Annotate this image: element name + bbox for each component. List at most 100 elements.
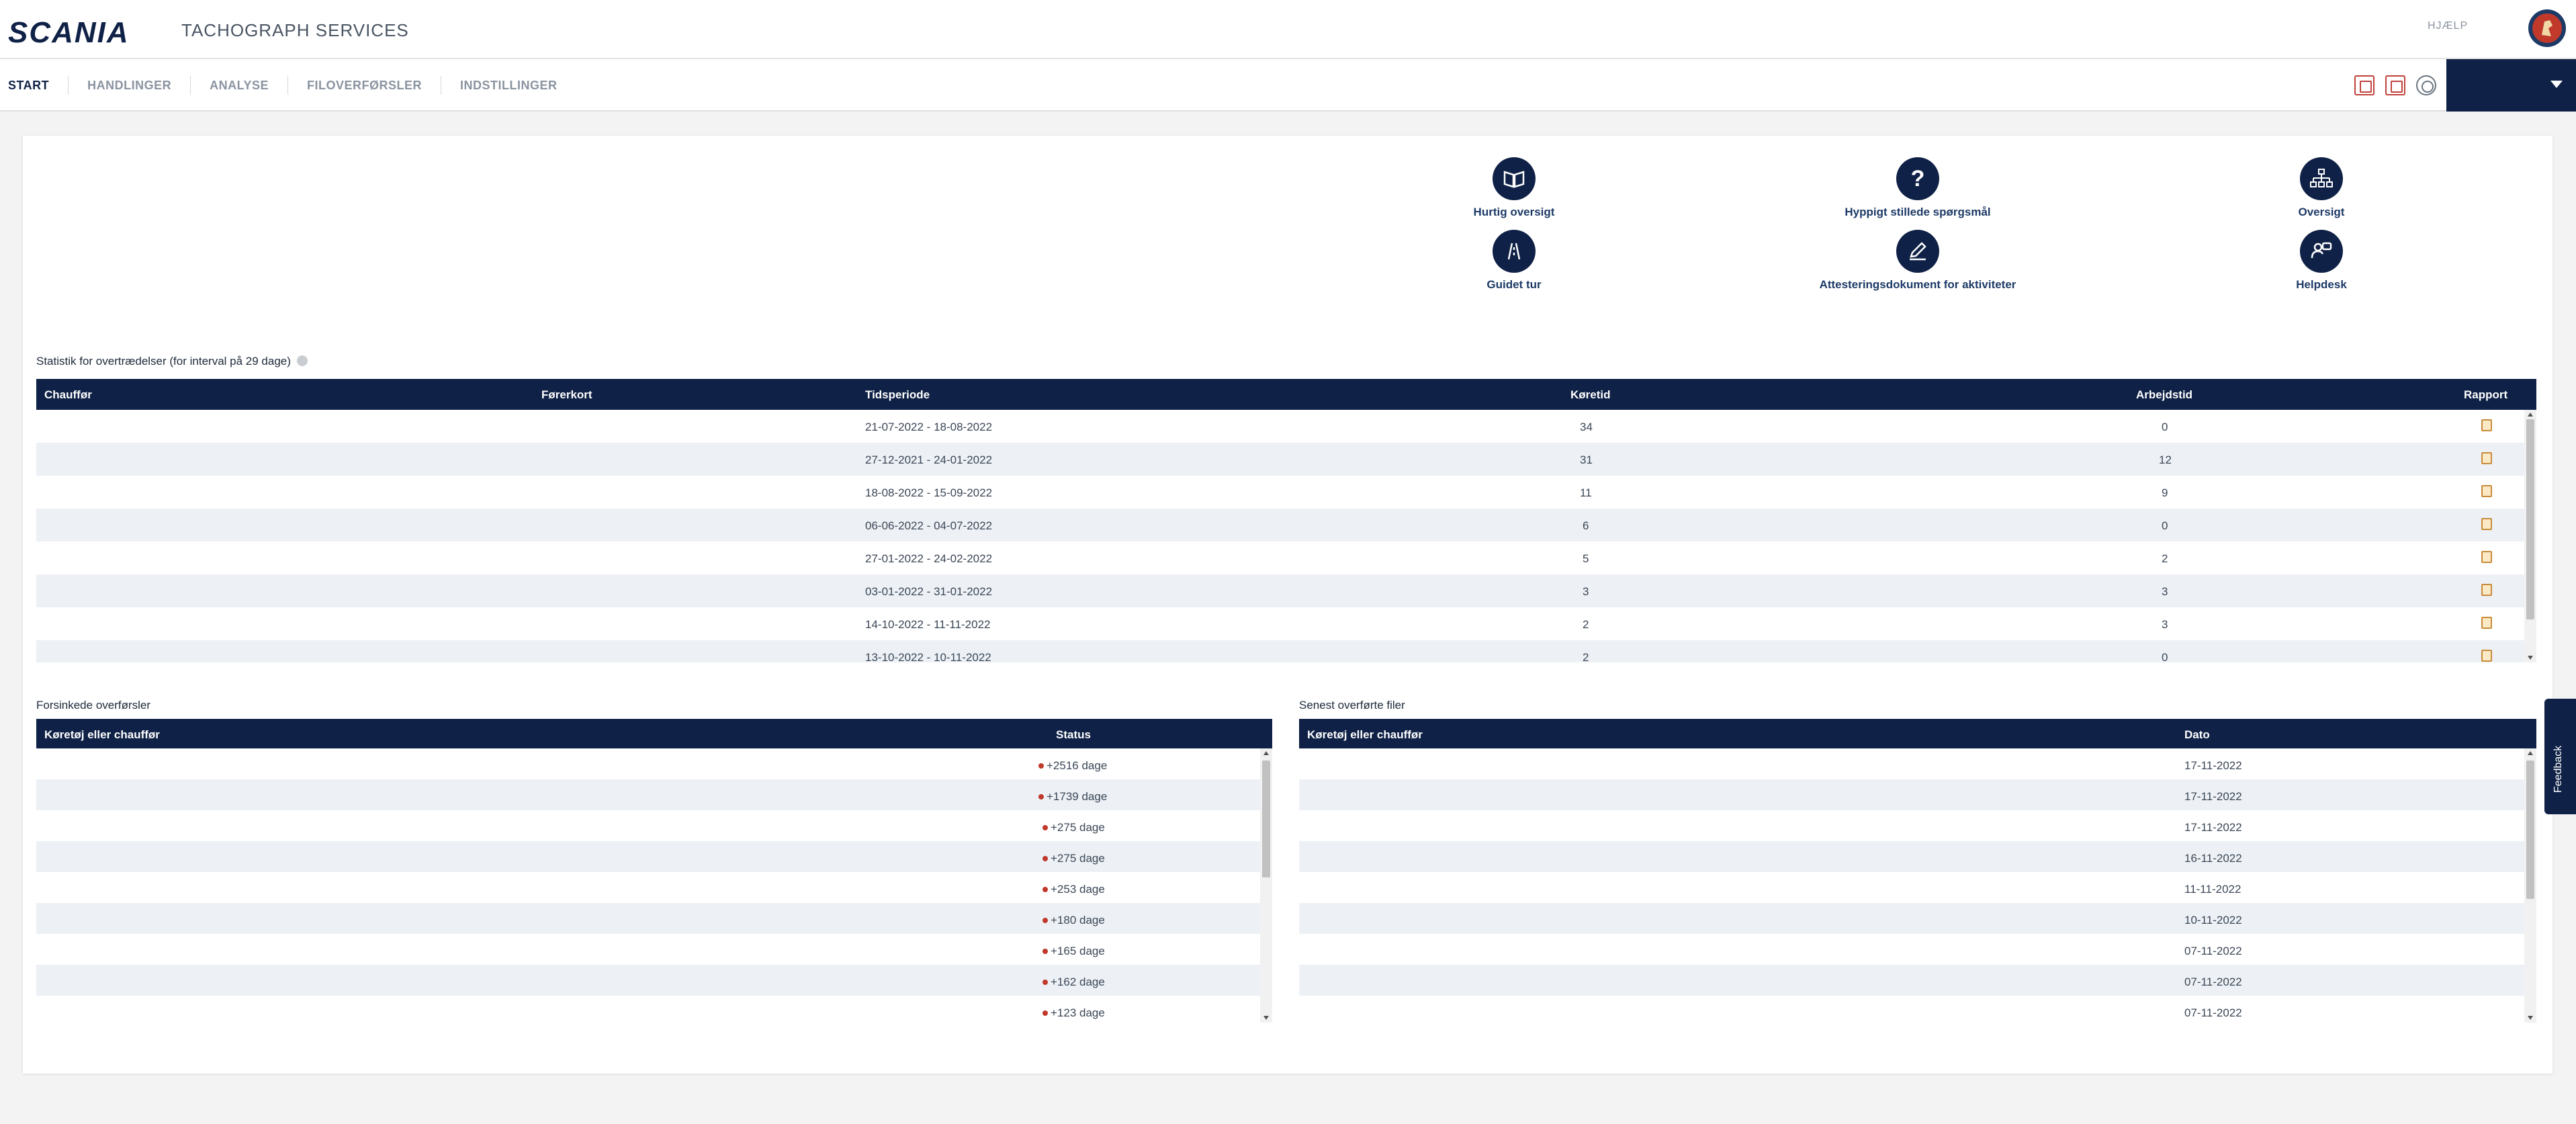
table-row[interactable]: +275 dage [36, 841, 1272, 872]
table-row[interactable]: 21-07-2022 - 18-08-2022 34 0 [36, 410, 2536, 443]
quick-action-helpdesk[interactable]: Helpdesk [2201, 230, 2442, 292]
tab-start[interactable]: START [8, 79, 50, 92]
report-icon[interactable] [2481, 551, 2492, 563]
scroll-up-icon[interactable] [2528, 413, 2533, 417]
table-row[interactable]: +162 dage [36, 965, 1272, 996]
table-row[interactable]: 17-11-2022 [1299, 810, 2536, 841]
table-row[interactable]: 10-11-2022 [1299, 903, 2536, 934]
period-cell: 27-01-2022 - 24-02-2022 [865, 552, 993, 565]
quick-action-label: Guidet tur [1486, 278, 1542, 291]
user-menu-dropdown[interactable] [2446, 59, 2576, 112]
scroll-down-icon[interactable] [1263, 1016, 1269, 1020]
table-row[interactable]: 06-06-2022 - 04-07-2022 6 0 [36, 509, 2536, 542]
calendar-icon[interactable] [2385, 75, 2405, 95]
report-icon[interactable] [2354, 75, 2374, 95]
col-header-forerkort[interactable]: Førerkort [541, 388, 592, 401]
table-row[interactable]: 27-12-2021 - 24-01-2022 31 12 [36, 443, 2536, 476]
status-text: +275 dage [1051, 821, 1105, 834]
table-row[interactable]: 27-01-2022 - 24-02-2022 5 2 [36, 542, 2536, 574]
tab-handlinger[interactable]: HANDLINGER [68, 76, 190, 95]
table-row[interactable]: +275 dage [36, 810, 1272, 841]
status-cell: +2516 dage [1038, 759, 1107, 773]
scroll-up-icon[interactable] [2528, 751, 2533, 755]
alert-dot-icon [1042, 856, 1048, 861]
main-nav: START HANDLINGER ANALYSE FILOVERFØRSLER … [0, 59, 2576, 112]
report-icon[interactable] [2481, 518, 2492, 530]
quick-action-attestering[interactable]: Attesteringsdokument for aktiviteter [1797, 230, 2039, 292]
report-icon[interactable] [2481, 485, 2492, 497]
quick-action-oversigt[interactable]: Oversigt [2201, 157, 2442, 219]
report-icon[interactable] [2481, 452, 2492, 464]
scroll-down-icon[interactable] [2528, 656, 2533, 660]
tab-analyse[interactable]: ANALYSE [190, 76, 287, 95]
quick-action-guidet-tur[interactable]: Guidet tur [1393, 230, 1635, 292]
table-row[interactable]: 11-11-2022 [1299, 872, 2536, 903]
report-icon[interactable] [2481, 617, 2492, 629]
scroll-thumb[interactable] [2526, 419, 2534, 619]
violations-scrollbar[interactable] [2524, 410, 2536, 662]
report-icon[interactable] [2481, 419, 2492, 431]
col-header-arbejdstid[interactable]: Arbejdstid [2136, 388, 2193, 401]
scroll-thumb[interactable] [1262, 761, 1270, 877]
report-icon[interactable] [2481, 584, 2492, 596]
table-row[interactable]: 03-01-2022 - 31-01-2022 3 3 [36, 574, 2536, 607]
table-row[interactable]: 16-11-2022 [1299, 841, 2536, 872]
col-header-vehicle-driver[interactable]: Køretøj eller chauffør [1307, 728, 1423, 741]
col-header-dato[interactable]: Dato [2184, 728, 2210, 741]
table-row[interactable]: 07-11-2022 [1299, 965, 2536, 996]
table-row[interactable]: 07-11-2022 [1299, 934, 2536, 965]
table-row[interactable]: +1739 dage [36, 779, 1272, 810]
table-row[interactable]: 17-11-2022 [1299, 779, 2536, 810]
status-cell: +275 dage [1042, 821, 1105, 834]
col-header-rapport[interactable]: Rapport [2464, 388, 2508, 401]
table-row[interactable]: 07-11-2022 [1299, 996, 2536, 1023]
scroll-up-icon[interactable] [1263, 751, 1269, 755]
table-row[interactable]: 18-08-2022 - 15-09-2022 11 9 [36, 476, 2536, 509]
alert-dot-icon [1038, 763, 1044, 769]
work-cell: 0 [2162, 421, 2168, 433]
delayed-scrollbar[interactable] [1260, 748, 1272, 1023]
table-row[interactable]: 14-10-2022 - 11-11-2022 2 3 [36, 607, 2536, 640]
scroll-down-icon[interactable] [2528, 1016, 2533, 1020]
date-cell: 07-11-2022 [2184, 976, 2242, 988]
table-row[interactable]: 17-11-2022 [1299, 748, 2536, 779]
col-header-vehicle-driver[interactable]: Køretøj eller chauffør [44, 728, 160, 741]
tab-indstillinger[interactable]: INDSTILLINGER [441, 76, 576, 95]
quick-action-label: Hyppigt stillede spørgsmål [1845, 206, 1991, 218]
status-cell: +165 dage [1042, 945, 1105, 958]
table-row[interactable]: 13-10-2022 - 10-11-2022 2 0 [36, 640, 2536, 662]
status-text: +180 dage [1051, 914, 1105, 926]
col-header-koretid[interactable]: Køretid [1570, 388, 1611, 401]
table-row[interactable]: +2516 dage [36, 748, 1272, 779]
scania-logo[interactable]: SCANIA [8, 16, 130, 49]
help-link[interactable]: HJÆLP [2428, 20, 2469, 32]
tab-filoverforsler[interactable]: FILOVERFØRSLER [287, 76, 441, 95]
status-text: +2516 dage [1047, 759, 1108, 772]
report-icon[interactable] [2481, 650, 2492, 662]
table-row[interactable]: +123 dage [36, 996, 1272, 1023]
scroll-thumb[interactable] [2526, 761, 2534, 899]
table-row[interactable]: +165 dage [36, 934, 1272, 965]
table-header: Køretøj eller chauffør Status [36, 719, 1272, 748]
violations-title-text: Statistik for overtrædelser (for interva… [36, 355, 291, 368]
quick-action-faq[interactable]: ? Hyppigt stillede spørgsmål [1797, 157, 2039, 219]
table-row[interactable]: +180 dage [36, 903, 1272, 934]
col-header-tidsperiode[interactable]: Tidsperiode [865, 388, 930, 401]
quick-action-hurtig-oversigt[interactable]: Hurtig oversigt [1393, 157, 1635, 219]
work-cell: 3 [2162, 618, 2168, 631]
period-cell: 21-07-2022 - 18-08-2022 [865, 421, 993, 433]
gear-icon[interactable] [2416, 75, 2436, 95]
violations-body: 21-07-2022 - 18-08-2022 34 0 27-12-2021 - … [36, 410, 2536, 662]
work-cell: 9 [2162, 486, 2168, 499]
date-cell: 17-11-2022 [2184, 759, 2242, 772]
period-cell: 18-08-2022 - 15-09-2022 [865, 486, 993, 499]
status-text: +1739 dage [1047, 790, 1108, 803]
chevron-down-icon [2550, 81, 2563, 88]
col-header-chauffor[interactable]: Chauffør [44, 388, 92, 401]
feedback-tab[interactable]: Feedback [2544, 699, 2576, 814]
info-icon[interactable] [296, 355, 308, 366]
col-header-status[interactable]: Status [1056, 728, 1091, 741]
table-row[interactable]: +253 dage [36, 872, 1272, 903]
recent-scrollbar[interactable] [2524, 748, 2536, 1023]
quick-action-label: Attesteringsdokument for aktiviteter [1819, 278, 2016, 291]
